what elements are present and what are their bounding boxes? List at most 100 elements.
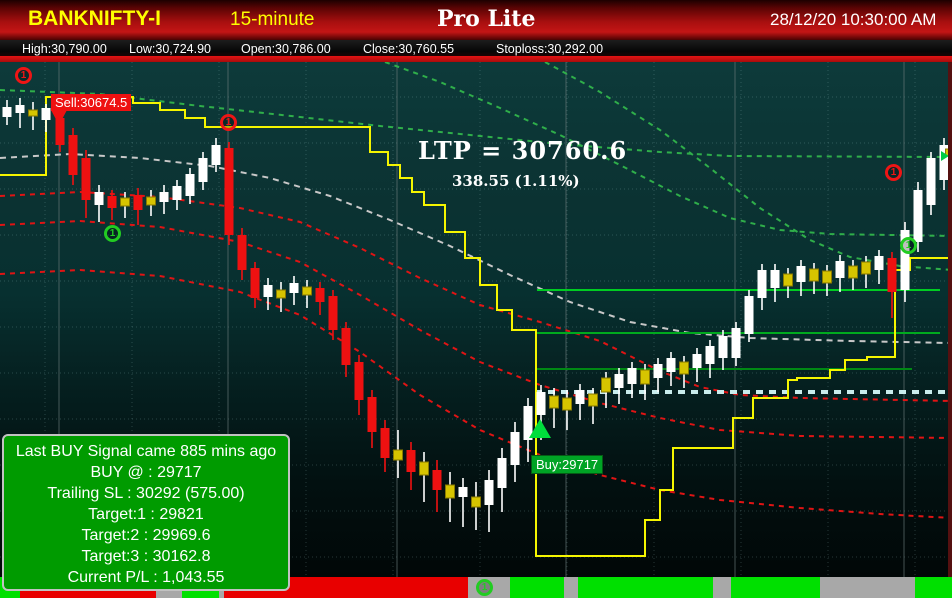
candle-body <box>380 428 390 458</box>
candle-body <box>718 336 728 358</box>
candle-body <box>900 230 910 290</box>
trailing-stop-line <box>0 96 952 557</box>
candle-body <box>510 432 520 465</box>
candle-body <box>666 358 676 372</box>
candle-body <box>809 268 819 282</box>
ltp-value: LTP = 30760.6 <box>418 136 628 165</box>
candle-body <box>523 406 533 440</box>
candle-body <box>536 392 546 415</box>
low-value: Low:30,724.90 <box>129 42 212 56</box>
upper-band-3 <box>544 62 952 271</box>
candle-body <box>601 377 611 393</box>
info-line: Target:2 : 29969.6 <box>81 527 211 544</box>
candle-body <box>94 192 104 205</box>
candle-body <box>445 484 455 499</box>
candle-body <box>68 135 78 175</box>
candle-body <box>562 397 572 411</box>
candle-body <box>432 470 442 490</box>
signal-strip-segment <box>731 577 820 598</box>
high-value: High:30,790.00 <box>22 42 107 56</box>
timeframe-label: 15-minute <box>230 9 315 30</box>
candle-body <box>640 369 650 385</box>
candle-body <box>120 197 130 207</box>
candle-body <box>41 108 51 120</box>
open-value: Open:30,786.00 <box>241 42 331 56</box>
info-line: Trailing SL : 30292 (575.00) <box>47 485 245 502</box>
signal-strip-segment <box>510 577 564 598</box>
candle-body <box>575 390 585 404</box>
candle-body <box>497 458 507 488</box>
brand-title: Pro Lite <box>437 6 536 32</box>
candle-body <box>28 109 38 117</box>
candle-body <box>341 328 351 365</box>
candle-body <box>887 258 897 292</box>
candle-body <box>835 261 845 278</box>
candle-body <box>419 461 429 476</box>
candle-body <box>926 158 936 205</box>
green-signal-marker-icon: 1 <box>900 237 917 254</box>
signal-strip-segment <box>564 577 578 598</box>
candle-body <box>2 107 12 117</box>
signal-strip-segment <box>713 577 731 598</box>
candle-body <box>692 354 702 368</box>
candle-body <box>861 261 871 275</box>
red-signal-marker-icon: 1 <box>220 114 237 131</box>
sell-signal-label: Sell:30674.5 <box>51 94 132 111</box>
candle-body <box>796 266 806 282</box>
signal-strip-segment <box>578 577 713 598</box>
candle-body <box>263 285 273 297</box>
candle-body <box>757 270 767 298</box>
candle-body <box>107 196 117 208</box>
candle-body <box>237 235 247 270</box>
mid-band <box>0 152 952 344</box>
candle-body <box>315 288 325 302</box>
candle-body <box>302 286 312 296</box>
candle-body <box>185 174 195 196</box>
candle-body <box>146 196 156 206</box>
info-line: BUY @ : 29717 <box>90 464 202 481</box>
candle-body <box>705 346 715 364</box>
candle-body <box>627 368 637 384</box>
candle-body <box>458 487 468 497</box>
candle-body <box>393 449 403 461</box>
upper-band-1 <box>0 89 952 158</box>
symbol-name: BANKNIFTY-I <box>28 7 161 30</box>
candle-body <box>848 265 858 279</box>
buy-signal-info-panel: Last BUY Signal came 885 mins ago BUY @ :… <box>2 434 290 591</box>
candle-body <box>172 186 182 200</box>
candle-body <box>289 283 299 293</box>
green-signal-marker-icon: 1 <box>104 225 121 242</box>
candle-body <box>874 256 884 270</box>
candle-body <box>211 145 221 165</box>
sell-arrow-icon <box>51 110 67 125</box>
candle-body <box>588 393 598 407</box>
candle-body <box>614 374 624 388</box>
lower-band-2 <box>0 219 952 439</box>
signal-strip-segment <box>820 577 915 598</box>
candle-body <box>406 450 416 472</box>
candle-body <box>783 273 793 287</box>
candle-body <box>224 148 234 235</box>
close-value: Close:30,760.55 <box>363 42 455 56</box>
candle-body <box>133 195 143 210</box>
candle-body <box>55 118 65 145</box>
price-marker-arrow-icon <box>941 151 949 161</box>
candle-body <box>653 364 663 378</box>
red-signal-marker-icon: 1 <box>15 67 32 84</box>
stoploss-value: Stoploss:30,292.00 <box>496 42 604 56</box>
candle-body <box>744 296 754 334</box>
info-line: Target:3 : 30162.8 <box>81 548 211 565</box>
candle-body <box>250 268 260 298</box>
candle-body <box>913 190 923 242</box>
red-signal-marker-icon: 1 <box>885 164 902 181</box>
info-line: Target:1 : 29821 <box>88 506 204 523</box>
candle-body <box>81 158 91 200</box>
candle-body <box>471 496 481 508</box>
upper-band-2 <box>384 62 952 237</box>
lower-band-1 <box>0 190 952 402</box>
candle-body <box>731 328 741 358</box>
candle-body <box>367 397 377 432</box>
candle-body <box>484 480 494 505</box>
candle-body <box>939 145 949 180</box>
